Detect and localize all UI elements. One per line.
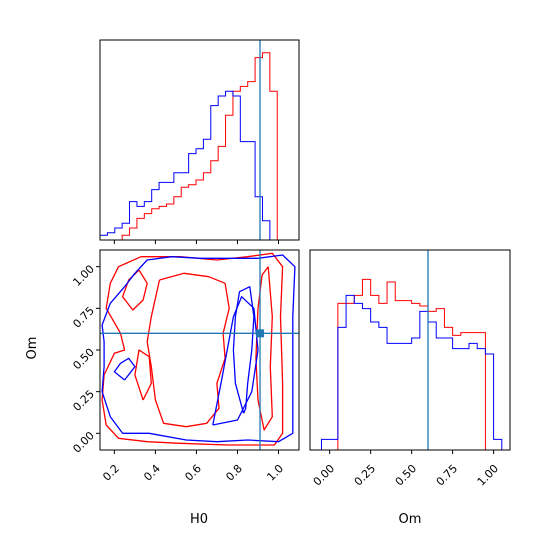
contour-layer bbox=[101, 252, 296, 446]
x-axis-label-om: Om bbox=[399, 512, 422, 527]
hist-om-x-tick-label-3: 0.75 bbox=[434, 462, 461, 489]
contour-frame bbox=[99, 249, 300, 451]
contour-y-tick-label-4: 1.00 bbox=[70, 262, 97, 289]
contour-blue-5 bbox=[101, 254, 296, 443]
panel-hist-om: 0.00 0.25 0.50 0.75 1.00 bbox=[309, 249, 511, 489]
contour-x-tick-label-2: 0.6 bbox=[182, 462, 204, 484]
contour-y-tick-label-0: 0.00 bbox=[70, 429, 97, 456]
panel-contour-h0-om: 0.2 0.4 0.6 0.8 1.0 0.00 0.25 0.50 0.75 1.00 bbox=[70, 249, 300, 484]
contour-blue-8 bbox=[113, 357, 136, 381]
hist-om-x-tick-label-0: 0.00 bbox=[311, 462, 338, 489]
hist-h0-series-blue bbox=[99, 90, 285, 241]
truth-marker bbox=[256, 329, 265, 338]
contour-x-tick-label-3: 0.8 bbox=[223, 462, 245, 484]
contour-x-tick-label-1: 0.4 bbox=[141, 462, 163, 484]
contour-x-tick-label-0: 0.2 bbox=[100, 462, 122, 484]
x-axis-label-h0: H0 bbox=[190, 512, 208, 527]
hist-om-series-red bbox=[321, 278, 502, 451]
contour-red-0 bbox=[101, 252, 284, 446]
hist-om-x-tick-label-2: 0.50 bbox=[393, 462, 420, 489]
contour-red-4 bbox=[134, 349, 152, 401]
y-axis-label-om: Om bbox=[25, 337, 40, 360]
contour-y-tick-label-1: 0.25 bbox=[70, 387, 97, 414]
hist-om-x-tick-label-4: 1.00 bbox=[475, 462, 502, 489]
contour-x-tick-label-4: 1.0 bbox=[264, 462, 286, 484]
hist-om-x-tick-label-1: 0.25 bbox=[352, 462, 379, 489]
hist-h0-series-red bbox=[100, 52, 285, 241]
hist-h0-frame bbox=[99, 39, 300, 241]
hist-om-series-blue bbox=[320, 294, 503, 450]
contour-blue-7 bbox=[212, 296, 259, 426]
contour-red-1 bbox=[121, 269, 148, 311]
hist-om-frame bbox=[309, 249, 511, 451]
contour-y-tick-label-3: 0.75 bbox=[70, 304, 97, 331]
contour-blue-6 bbox=[232, 286, 255, 414]
contour-y-tick-label-2: 0.50 bbox=[70, 346, 97, 373]
panel-hist-h0 bbox=[99, 39, 300, 244]
